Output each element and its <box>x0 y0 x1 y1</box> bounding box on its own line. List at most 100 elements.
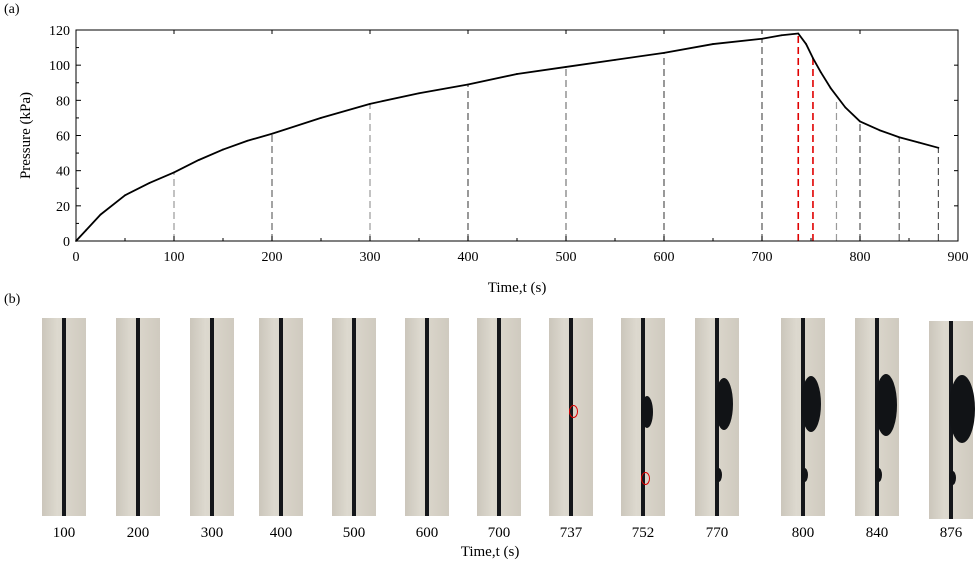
strip-x-axis-label: Time,t (s) <box>460 544 520 560</box>
photo-frame <box>332 318 376 516</box>
data-point-0-7 <box>222 148 224 151</box>
x-tick-label-4: 400 <box>458 250 479 265</box>
photo-frame <box>549 318 593 516</box>
data-point-0-6 <box>197 159 200 162</box>
frame-time-label: 200 <box>126 525 150 541</box>
rupture-marker-icon <box>641 472 650 485</box>
data-point-0-25 <box>829 87 832 89</box>
data-point-0-20 <box>780 34 783 37</box>
x-tick-label-0: 0 <box>73 250 80 265</box>
frame-time-label: 100 <box>52 525 76 541</box>
leak-blob <box>715 378 733 430</box>
x-tick-label-2: 200 <box>262 250 283 265</box>
data-point-0-31 <box>937 146 940 149</box>
rupture-marker-icon <box>569 405 578 418</box>
x-tick-label-5: 500 <box>556 250 577 265</box>
data-point-0-13 <box>467 83 469 86</box>
data-point-0-17 <box>663 51 665 54</box>
photo-frame <box>116 318 160 516</box>
data-point-0-26 <box>844 106 847 109</box>
data-point-0-23 <box>812 57 814 60</box>
leak-blob <box>949 375 975 443</box>
data-point-0-15 <box>565 66 567 68</box>
wire <box>210 318 214 516</box>
frame-time-label: 500 <box>342 525 366 541</box>
data-point-0-29 <box>898 136 901 139</box>
data-point-0-22 <box>805 43 807 45</box>
photo-frame <box>477 318 521 516</box>
y-tick-label-6: 120 <box>49 24 70 39</box>
wire <box>352 318 356 516</box>
data-point-0-5 <box>173 171 175 174</box>
y-tick-label-4: 80 <box>56 94 70 109</box>
leak-blob <box>641 396 653 428</box>
data-point-0-10 <box>320 117 322 119</box>
y-tick-label-5: 100 <box>49 59 70 74</box>
wire <box>279 318 283 516</box>
photo-frame <box>929 321 975 519</box>
leak-blob-small <box>715 468 722 482</box>
x-tick-label-6: 600 <box>654 250 675 265</box>
x-tick-label-1: 100 <box>164 250 185 265</box>
data-point-0-24 <box>819 71 822 74</box>
data-point-0-19 <box>761 37 763 40</box>
data-point-0-12 <box>418 92 420 95</box>
leak-blob <box>801 376 821 432</box>
wire <box>62 318 66 516</box>
leak-blob-small <box>875 468 882 482</box>
photo-frame <box>855 318 899 516</box>
frame-time-label: 800 <box>791 525 815 541</box>
frame-time-label: 300 <box>200 525 224 541</box>
x-tick-label-3: 300 <box>360 250 381 265</box>
pressure-chart: 0 100 200 300 400 500 600 700 800 900 0 20 40 60 80 100… <box>18 24 969 296</box>
data-point-0-4 <box>148 182 151 184</box>
x-tick-label-8: 800 <box>850 250 871 265</box>
wire <box>136 318 140 516</box>
x-axis-label: Time,t (s) <box>488 280 547 296</box>
frame-time-label: 752 <box>631 525 655 541</box>
photo-frame <box>621 318 665 516</box>
y-tick-label-2: 40 <box>56 165 70 180</box>
y-tick-label-1: 20 <box>56 200 70 215</box>
leak-blob-small <box>949 471 956 485</box>
frame-time-label: 700 <box>487 525 511 541</box>
wire <box>425 318 429 516</box>
data-point-0-11 <box>369 102 371 105</box>
data-point-0-2 <box>99 213 102 216</box>
data-point-0-30 <box>917 141 920 144</box>
data-point-0-1 <box>84 229 87 232</box>
data-point-0-14 <box>516 73 518 75</box>
y-tick-label-0: 0 <box>63 235 70 250</box>
frame-time-label: 770 <box>705 525 729 541</box>
frame-time-label: 400 <box>269 525 293 541</box>
data-point-0-18 <box>712 43 714 45</box>
leak-blob-small <box>801 468 808 482</box>
x-tick-label-9: 900 <box>948 250 969 265</box>
frame-time-label: 600 <box>415 525 439 541</box>
leak-blob <box>875 374 897 436</box>
y-tick-label-3: 60 <box>56 130 70 145</box>
data-point-0-21 <box>797 32 800 35</box>
frame-time-label: 876 <box>939 525 963 541</box>
panel-b-label: (b) <box>4 292 21 307</box>
wire <box>497 318 501 516</box>
photo-frame <box>42 318 86 516</box>
photo-frame <box>259 318 303 516</box>
y-axis-label: Pressure (kPa) <box>18 92 34 179</box>
data-point-0-3 <box>124 194 126 197</box>
data-point-0-28 <box>878 129 881 132</box>
photo-frame <box>781 318 825 516</box>
series-line-0 <box>75 32 939 242</box>
x-tick-label-7: 700 <box>752 250 773 265</box>
frame-time-label: 737 <box>559 525 583 541</box>
data-point-0-0 <box>75 240 77 242</box>
photo-frame <box>190 318 234 516</box>
data-point-0-16 <box>614 58 616 61</box>
photo-frame <box>405 318 449 516</box>
data-point-0-27 <box>859 120 861 123</box>
data-point-0-8 <box>246 139 249 142</box>
photo-frame <box>695 318 739 516</box>
data-point-0-9 <box>271 132 273 135</box>
frame-time-label: 840 <box>865 525 889 541</box>
